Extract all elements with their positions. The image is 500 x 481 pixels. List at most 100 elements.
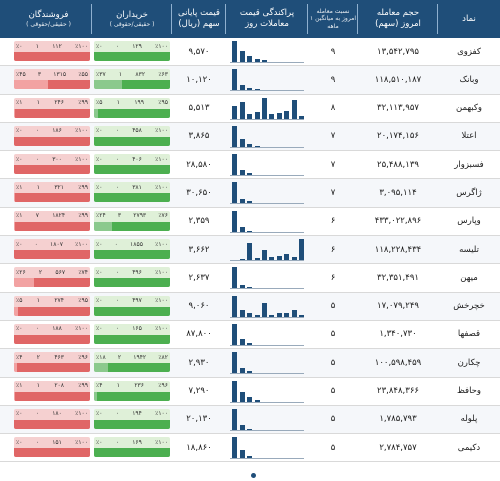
trade-volume: ۲,۷۸۴,۷۵۷ <box>379 442 417 453</box>
sell-breakdown: ٪۱ ۱ ۲۰۸ ٪۹۹ <box>14 380 90 401</box>
sell-legal-count: ۰ <box>35 127 39 135</box>
buy-real-percent: ٪۱۰۰ <box>155 325 168 333</box>
sell-real-percent: ٪۱۰۰ <box>75 240 88 248</box>
sell-legal-count: ۷ <box>35 212 39 220</box>
buyers-cell: ٪۰ ۰ ۴۵۸ ٪۱۰۰ <box>92 123 172 150</box>
trade-volume: ۱۰۰,۵۹۸,۴۵۹ <box>374 357 422 368</box>
dispersion-bar <box>269 256 275 262</box>
table-row[interactable]: تلیسه ۱۱۸,۲۲۸,۴۳۴ ۶ ۳,۶۶۲ ٪۰ ۰ ۱۸۵۵ ٪۱۰۰… <box>0 236 500 265</box>
table-row[interactable]: وحافظ ۲۳,۸۴۸,۳۶۶ ۵ ۷,۲۹۰ ٪۴ ۱ ۲۳۶ ٪۹۶ ٪۱… <box>0 378 500 406</box>
sell-legal-count: ۰ <box>35 438 39 446</box>
pagination-dot[interactable] <box>251 473 256 478</box>
buy-real-percent: ٪۱۰۰ <box>155 438 168 446</box>
dispersion-bar <box>239 227 245 233</box>
table-row[interactable]: وبانک ۱۱۸,۵۱۰,۱۸۷ ۹ ۱۰,۱۲۰ ٪۳۷ ۱ ۸۳۲ ٪۶۳… <box>0 66 500 95</box>
buyers-cell: ٪۰ ۰ ۱۸۵۵ ٪۱۰۰ <box>92 236 172 263</box>
price-dispersion-chart <box>226 38 308 65</box>
buy-real-count: ۱۸۵۵ <box>130 240 143 248</box>
sellers-cell: ٪۱ ۷ ۱۸۲۴ ٪۹۹ <box>5 208 92 235</box>
price-dispersion-chart <box>226 349 308 376</box>
sellers-cell: ٪۰ ۰ ۳۰۰ ٪۱۰۰ <box>5 151 92 178</box>
buy-legal-percent: ٪۰ <box>96 155 103 163</box>
symbol-name[interactable]: کفزوی <box>457 46 481 57</box>
buy-legal-percent: ٪۴ <box>96 382 103 390</box>
buy-breakdown: ٪۰ ۰ ۱۹۴ ٪۱۰۰ <box>94 408 170 429</box>
symbol-name[interactable]: تلیسه <box>459 244 479 255</box>
sell-breakdown: ٪۴۵ ۳ ۱۳۱۵ ٪۵۵ <box>14 69 90 90</box>
buy-legal-count: ۱ <box>116 382 120 390</box>
closing-price: ۱۸,۸۶۰ <box>186 442 212 453</box>
sell-legal-percent: ٪۱ <box>16 183 23 191</box>
table-row[interactable]: فسبزوار ۲۵,۴۸۸,۱۳۹ ۷ ۲۸,۵۸۰ ٪۰ ۰ ۴۰۶ ٪۱۰… <box>0 151 500 180</box>
sell-legal-percent: ٪۰ <box>16 240 23 248</box>
sell-real-count: ۱۸۶ <box>52 127 62 135</box>
symbol-name[interactable]: وپارس <box>457 216 481 227</box>
table-row[interactable]: میهن ۳۲,۳۵۱,۴۹۱ ۶ ۲,۶۳۷ ٪۰ ۰ ۴۹۶ ٪۱۰۰ ٪۲… <box>0 264 500 293</box>
symbol-name[interactable]: قصفها <box>457 329 481 340</box>
symbol-name[interactable]: چکارن <box>457 357 481 368</box>
dispersion-bar <box>254 315 260 318</box>
buyers-cell: ٪۰ ۰ ۱۶۵ ٪۱۰۰ <box>92 321 172 348</box>
buy-breakdown: ٪۴ ۱ ۲۳۶ ٪۹۶ <box>94 380 170 401</box>
buyers-cell: ٪۳۷ ۱ ۸۳۲ ٪۶۳ <box>92 66 172 93</box>
buy-legal-count: ۰ <box>115 297 119 305</box>
symbol-name[interactable]: ژاگرس <box>456 187 482 198</box>
table-row[interactable]: قصفها ۱,۳۴۰,۷۳۰ ۵ ۸۷,۸۰۰ ٪۰ ۰ ۱۶۵ ٪۱۰۰ ٪… <box>0 321 500 350</box>
symbol-name[interactable]: میهن <box>460 272 478 283</box>
dispersion-bar <box>254 400 260 403</box>
sell-legal-count: ۰ <box>35 155 39 163</box>
symbol-name[interactable]: پلوله <box>460 414 478 425</box>
symbol-name[interactable]: وبانک <box>459 74 479 85</box>
symbol-name[interactable]: خچرخش <box>453 301 485 312</box>
buy-breakdown: ٪۵ ۱ ۱۹۹ ٪۹۵ <box>94 97 170 118</box>
sell-legal-percent: ٪۵ <box>16 297 23 305</box>
price-dispersion-chart <box>226 406 308 433</box>
buy-real-count: ۱۹۹ <box>134 99 144 107</box>
symbol-name[interactable]: فسبزوار <box>454 159 484 170</box>
dispersion-bar <box>232 125 238 148</box>
price-dispersion-chart <box>226 95 308 122</box>
symbol-name[interactable]: وکبهمن <box>455 103 483 114</box>
buy-breakdown: ٪۰ ۰ ۴۵۸ ٪۱۰۰ <box>94 125 170 146</box>
sell-breakdown: ٪۰ ۰ ۱۵۱ ٪۱۰۰ <box>14 437 90 458</box>
dispersion-bar <box>299 116 304 120</box>
table-row[interactable]: خچرخش ۱۷,۰۷۹,۲۴۹ ۵ ۹,۰۶۰ ٪۰ ۰ ۴۹۷ ٪۱۰۰ ٪… <box>0 292 500 321</box>
dispersion-bar <box>262 250 267 262</box>
buy-breakdown: ٪۰ ۰ ۳۸۱ ٪۱۰۰ <box>94 182 170 203</box>
closing-price: ۸۷,۸۰۰ <box>186 329 212 340</box>
sell-legal-percent: ٪۴ <box>16 353 23 361</box>
dispersion-bar <box>239 284 245 290</box>
closing-price: ۳,۶۶۲ <box>188 244 210 255</box>
table-row[interactable]: ژاگرس ۳,۰۹۵,۱۱۴ ۷ ۳۰,۶۵۰ ٪۰ ۰ ۳۸۱ ٪۱۰۰ ٪… <box>0 179 500 208</box>
dispersion-bar <box>239 367 245 375</box>
table-row[interactable]: وکبهمن ۳۲,۱۱۳,۹۵۷ ۸ ۵,۵۱۳ ٪۵ ۱ ۱۹۹ ٪۹۵ ٪… <box>0 95 500 123</box>
buy-breakdown: ٪۱۸ ۲ ۱۹۴۲ ٪۸۲ <box>94 352 170 373</box>
sell-real-percent: ٪۱۰۰ <box>75 155 88 163</box>
dispersion-bar <box>239 258 245 262</box>
price-dispersion-chart <box>226 236 308 263</box>
table-row[interactable]: کفزوی ۱۳,۵۴۲,۷۹۵ ۹ ۹,۵۷۰ ٪۰ ۰ ۱۲۹ ٪۱۰۰ ٪… <box>0 38 500 67</box>
sell-real-count: ۲۷۴ <box>54 297 64 305</box>
buy-real-percent: ٪۹۵ <box>158 99 168 107</box>
sell-legal-count: ۱ <box>36 297 40 305</box>
dispersion-bar <box>247 56 253 63</box>
table-row[interactable]: چکارن ۱۰۰,۵۹۸,۴۵۹ ۵ ۲,۹۳۰ ٪۱۸ ۲ ۱۹۴۲ ٪۸۲… <box>0 349 500 378</box>
symbol-name[interactable]: دکیمی <box>457 442 481 453</box>
table-row[interactable]: وپارس ۴۳۳,۰۲۲,۸۹۶ ۶ ۲,۳۵۹ ٪۲۴ ۳ ۲۷۹۳ ٪۷۶… <box>0 208 500 237</box>
trade-volume: ۱۷,۰۷۹,۲۴۹ <box>377 301 419 312</box>
dispersion-bar <box>254 89 260 92</box>
buy-real-percent: ٪۱۰۰ <box>155 268 168 276</box>
header-dispersion: پراکندگی قیمت معاملات روز <box>239 8 295 29</box>
table-row[interactable]: دکیمی ۲,۷۸۴,۷۵۷ ۵ ۱۸,۸۶۰ ٪۰ ۰ ۱۶۹ ٪۱۰۰ ٪… <box>0 434 500 463</box>
sell-real-percent: ٪۷۴ <box>78 268 88 276</box>
table-row[interactable]: اعتلا ۲۰,۱۷۴,۱۵۶ ۷ ۳,۸۶۵ ٪۰ ۰ ۴۵۸ ٪۱۰۰ ٪… <box>0 122 500 152</box>
dispersion-bar <box>232 408 238 431</box>
buy-real-count: ۱۹۴ <box>132 410 142 418</box>
dispersion-bar <box>284 254 290 262</box>
sell-real-percent: ٪۹۹ <box>78 183 88 191</box>
symbol-name[interactable]: وحافظ <box>456 386 482 397</box>
symbol-name[interactable]: اعتلا <box>461 131 477 142</box>
sell-breakdown: ٪۴ ۲ ۴۶۳ ٪۹۶ <box>14 352 90 373</box>
table-row[interactable]: پلوله ۱,۷۸۵,۷۹۳ ۵ ۲۰,۱۳۰ ٪۰ ۰ ۱۹۴ ٪۱۰۰ ٪… <box>0 405 500 435</box>
sell-real-count: ۵۶۷ <box>55 268 66 276</box>
